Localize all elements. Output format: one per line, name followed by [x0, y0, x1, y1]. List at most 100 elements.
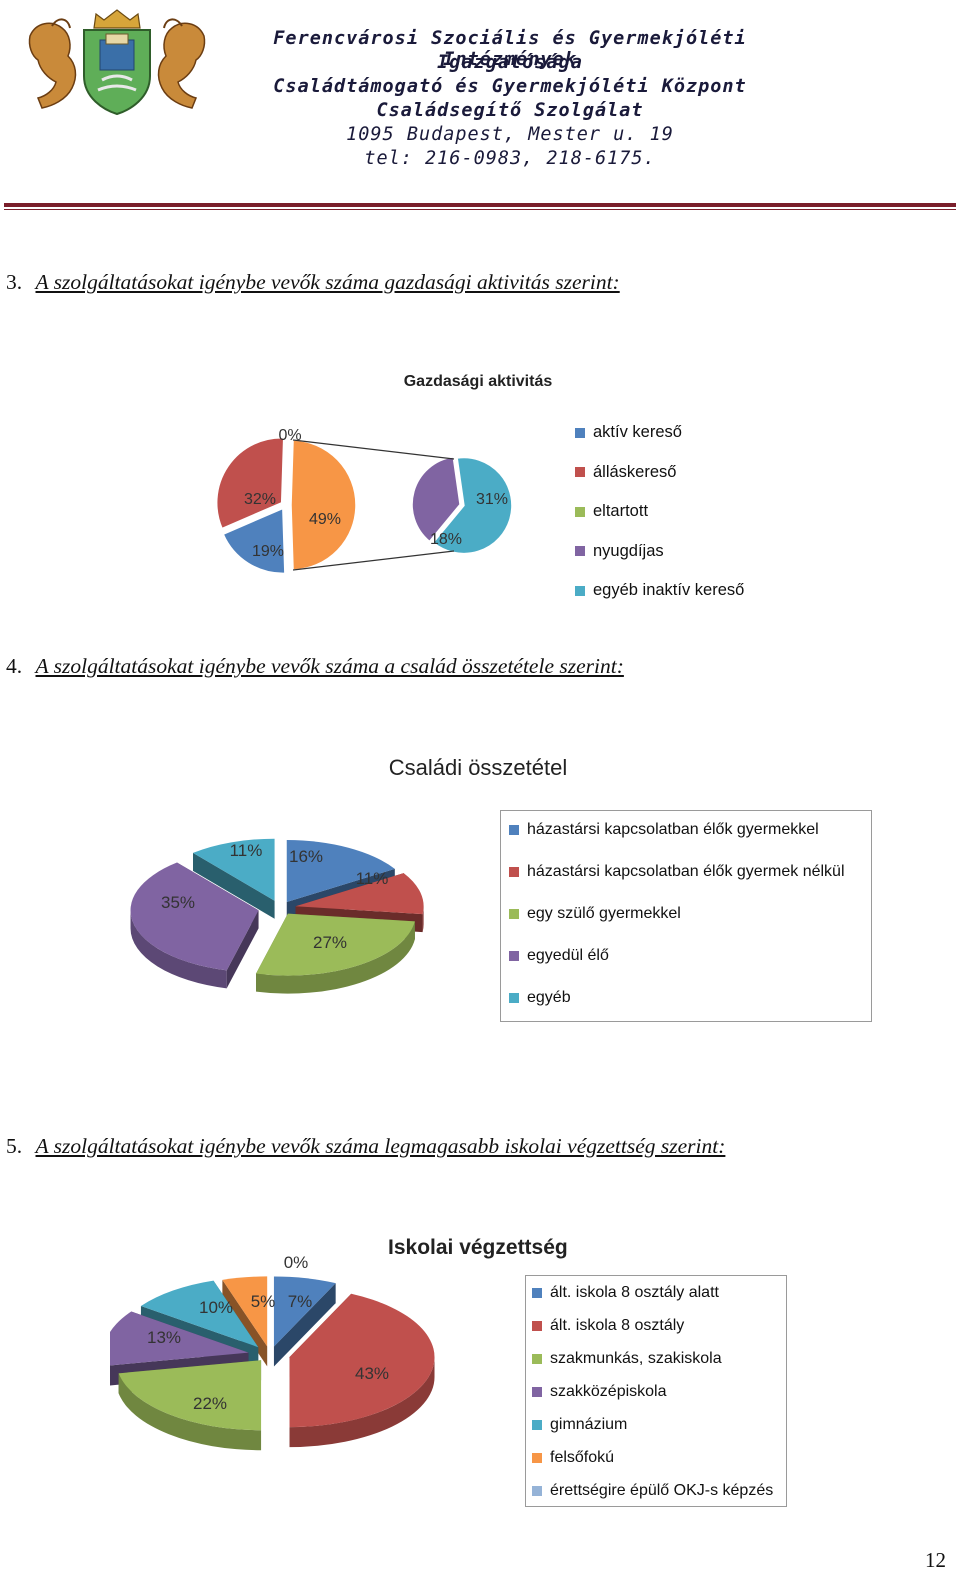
label-gimnazium: 10% [199, 1298, 233, 1317]
legend-label: egy szülő gyermekkel [527, 905, 681, 922]
label-alt-iskola-8-osztaly: 43% [355, 1364, 389, 1383]
legend-label: ált. iskola 8 osztály alatt [550, 1284, 719, 1301]
chart-1-pie-of-pie: 0% 32% 19% 49% 18% 31% [215, 427, 513, 575]
legend-label: házastársi kapcsolatban élők gyermek nél… [527, 863, 845, 880]
legend-swatch [509, 951, 519, 961]
label-nyugdijas: 18% [430, 531, 462, 548]
slice-allaskereso [215, 437, 285, 530]
legend-label: nyugdíjas [593, 541, 664, 560]
legend-swatch [509, 867, 519, 877]
page-number: 12 [925, 1548, 946, 1572]
label-szakkozepiskola: 13% [147, 1328, 181, 1347]
legend-item-alt-iskola-8-osztaly: ált. iskola 8 osztály [532, 1317, 684, 1335]
connector-line-bottom [292, 550, 455, 571]
legend-swatch [532, 1354, 542, 1364]
slice-egyeb-inaktiv-kereso [432, 456, 513, 555]
header-line-3: Családtámogató és Gyermekjóléti Központ [273, 76, 747, 97]
label-erettsegire-epulo-okj-s-kepzes: 0% [284, 1253, 309, 1272]
slice-combined [290, 439, 357, 571]
legend-swatch [575, 585, 585, 596]
legend-label: érettségire épülő OKJ-s képzés [550, 1482, 774, 1499]
slice-szakmunkas-szakiskola [118, 1360, 262, 1451]
label-egyeb: 11% [230, 841, 263, 860]
legend-label: felsőfokú [550, 1449, 615, 1466]
label-eltartott: 0% [278, 427, 301, 444]
legend-item-szakmunkas-szakiskola: szakmunkás, szakiskola [532, 1350, 722, 1368]
slice-egyeb [192, 838, 275, 919]
header-rule [4, 203, 956, 207]
legend-label: házastársi kapcsolatban élők gyermekkel [527, 821, 819, 838]
label-szakmunkas-szakiskola: 22% [193, 1394, 227, 1413]
legend-label: eltartott [593, 502, 649, 520]
legend-item-szakkozepiskola: szakközépiskola [532, 1383, 667, 1401]
legend-label: aktív kereső [593, 423, 682, 441]
legend-item-egyeb: egyéb [509, 989, 571, 1007]
chart-1-title: Gazdasági aktivitás [403, 373, 553, 390]
label-hazastarsi-kapcsolatban-elok-gyermekkel: 16% [289, 847, 323, 866]
legend-swatch [575, 427, 585, 438]
legend-item-nyugdijas: nyugdíjas [575, 542, 664, 561]
legend-swatch [509, 909, 519, 919]
header-line-1: Ferencvárosi Szociális és Gyermekjóléti … [273, 28, 747, 70]
legend-label: szakmunkás, szakiskola [550, 1350, 722, 1367]
legend-label: ált. iskola 8 osztály [550, 1317, 685, 1334]
section-4-heading: 4. A szolgáltatásokat igénybe vevők szám… [6, 654, 624, 679]
chart-3-title: Iskolai végzettség [388, 1236, 568, 1259]
legend-swatch [532, 1453, 542, 1463]
legend-label: szakközépiskola [550, 1383, 667, 1400]
legend-label: egyedül élő [527, 947, 609, 964]
legend-item-gimnazium: gimnázium [532, 1416, 627, 1434]
slice-nyugdijas [411, 456, 461, 543]
section-number: 4. [6, 654, 23, 678]
chart-3-3d-pie: 7% 43% 22% 13% 10% 5% 0% [110, 1253, 435, 1451]
header-line-6: tel: 216-0983, 218-6175. [364, 148, 656, 169]
section-number: 5. [6, 1134, 23, 1158]
label-egyedul-elo: 35% [161, 893, 195, 912]
legend-item-egyedul-elo: egyedül élő [509, 947, 609, 965]
legend-swatch [532, 1387, 542, 1397]
slice-alt-iskola-8-osztaly-alatt [273, 1276, 336, 1367]
label-felsofoku: 5% [251, 1292, 276, 1311]
section-title: A szolgáltatásokat igénybe vevők száma g… [35, 270, 620, 294]
label-egyeb-inaktiv: 31% [476, 491, 508, 508]
header-line-5: 1095 Budapest, Mester u. 19 [346, 124, 674, 145]
legend-item-aktiv-kereso: aktív kereső [575, 423, 682, 442]
legend-swatch [532, 1486, 542, 1496]
legend-item-egy-szulo-gyermekkel: egy szülő gyermekkel [509, 905, 681, 923]
chart-1-legend: aktív kereső álláskereső eltartott nyugdíja… [575, 420, 835, 610]
label-egy-szulo-gyermekkel: 27% [313, 933, 347, 952]
chart-3-legend: ált. iskola 8 osztály alatt ált. iskola 8… [525, 1275, 787, 1507]
legend-item-alt-iskola-8-osztaly-alatt: ált. iskola 8 osztály alatt [532, 1284, 719, 1302]
legend-label: álláskereső [593, 462, 677, 481]
connector-line-top [292, 439, 455, 460]
legend-item-hazastarsi-kapcsolatban-elok-gyermekkel: házastársi kapcsolatban élők gyermekkel [509, 821, 819, 839]
legend-label: egyéb [527, 989, 571, 1006]
legend-swatch [532, 1420, 542, 1430]
chart-2-3d-pie: 16% 11% 27% 35% 11% [130, 838, 424, 994]
chart-2-legend: házastársi kapcsolatban élők gyermekkel h… [500, 810, 872, 1022]
slice-egy-szulo-gyermekkel [256, 913, 415, 994]
label-aktiv-kereso: 19% [252, 543, 284, 560]
legend-swatch [575, 506, 585, 517]
section-title: A szolgáltatásokat igénybe vevők száma l… [35, 1134, 726, 1158]
legend-swatch [509, 825, 519, 835]
legend-label: gimnázium [550, 1416, 628, 1433]
legend-swatch [509, 993, 519, 1003]
header-line-2: Igazgatósága [437, 52, 583, 73]
legend-item-eltartott: eltartott [575, 502, 648, 521]
label-alt-iskola-8-osztaly-alatt: 7% [288, 1292, 313, 1311]
label-combined: 49% [309, 511, 341, 528]
section-number: 3. [6, 270, 23, 294]
label-hazastarsi-kapcsolatban-elok-gyermek-nelkul: 11% [356, 869, 389, 888]
legend-item-egyeb-inaktiv-kereso: egyéb inaktív kereső [575, 581, 744, 600]
section-5-heading: 5. A szolgáltatásokat igénybe vevők szám… [6, 1134, 725, 1159]
header-line-4: Családsegítő Szolgálat [376, 100, 644, 121]
section-3-heading: 3. A szolgáltatásokat igénybe vevők szám… [6, 270, 620, 295]
label-allaskereso: 32% [244, 491, 276, 508]
slice-alt-iskola-8-osztaly [289, 1293, 435, 1448]
slice-aktiv-kereso [222, 507, 286, 575]
coat-of-arms-logo [28, 9, 206, 116]
legend-swatch [575, 467, 585, 477]
legend-label: egyéb inaktív kereső [593, 581, 745, 599]
legend-swatch [532, 1288, 542, 1298]
